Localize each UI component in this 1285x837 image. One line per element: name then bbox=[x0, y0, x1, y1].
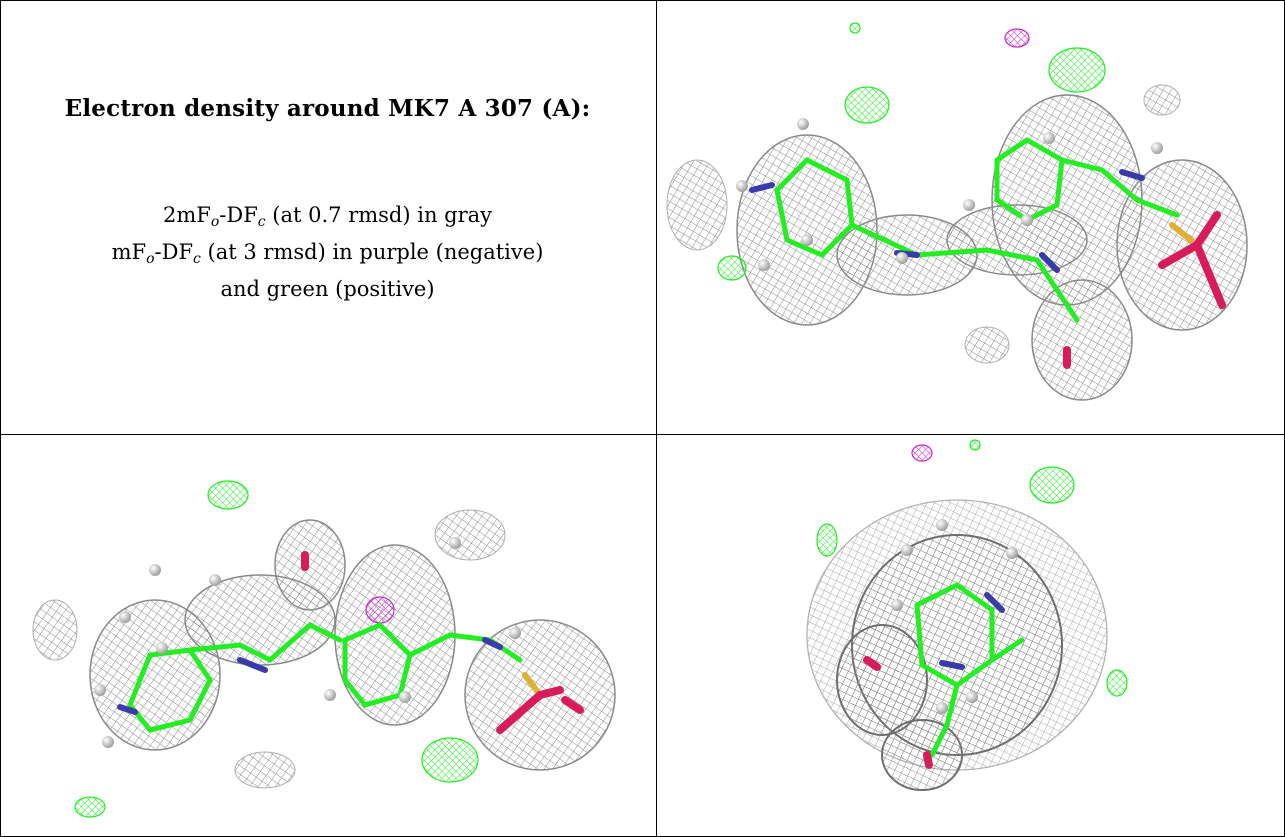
border-middle bbox=[0, 434, 1285, 435]
border-left bbox=[0, 0, 1, 837]
molecule-density-render-icon bbox=[806, 439, 1128, 791]
molecule-density-render-icon bbox=[32, 480, 616, 818]
legend-line-2fofc: 2mFo-DFc (at 0.7 rmsd) in gray bbox=[162, 203, 493, 230]
view-top-right bbox=[657, 0, 1285, 434]
border-top bbox=[0, 0, 1285, 1]
legend-line-positive: and green (positive) bbox=[220, 277, 435, 301]
figure-title: Electron density around MK7 A 307 (A): bbox=[64, 95, 591, 122]
view-bottom-right bbox=[657, 435, 1285, 837]
legend-text: 2mFo-DFc (at 0.7 rmsd) in gray mFo-DFc (… bbox=[0, 200, 655, 304]
view-bottom-left bbox=[0, 435, 656, 837]
legend-cell: Electron density around MK7 A 307 (A): 2… bbox=[0, 0, 656, 434]
legend-line-fofc: mFo-DFc (at 3 rmsd) in purple (negative) bbox=[111, 240, 544, 267]
molecule-density-render-icon bbox=[666, 22, 1248, 401]
border-center bbox=[656, 0, 657, 837]
